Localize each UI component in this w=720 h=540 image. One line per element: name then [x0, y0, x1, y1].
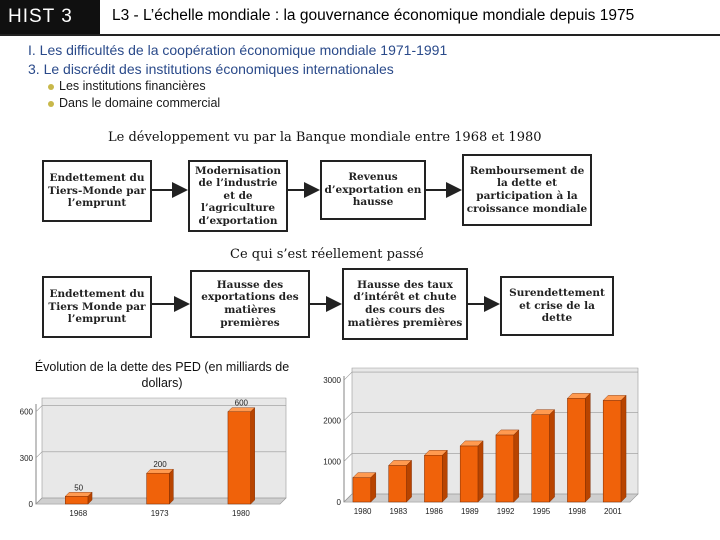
lesson-title: L3 - L’échelle mondiale : la gouvernance…: [112, 7, 635, 24]
course-badge: HIST 3: [0, 0, 100, 34]
x-tick-label: 2001: [604, 507, 622, 516]
bullet-item: Les institutions financières: [48, 79, 206, 93]
x-tick-label: 1980: [232, 509, 250, 518]
y-tick-label: 3000: [323, 376, 341, 385]
outline-section: I. Les difficultés de la coopération éco…: [28, 42, 448, 58]
bar: [459, 445, 479, 503]
bar-top: [227, 407, 256, 412]
diagram1-box-3: Revenus d’exportation en hausse: [320, 160, 426, 220]
y-tick-label: 0: [29, 500, 34, 509]
bar-side: [250, 407, 255, 505]
data-label: 200: [153, 460, 167, 469]
diagram1-title: Le développement vu par la Banque mondia…: [108, 130, 542, 145]
outline-subsection: 3. Le discrédit des institutions économi…: [28, 61, 394, 77]
bar: [65, 496, 89, 505]
data-label: 600: [235, 399, 249, 408]
chart-caption: Évolution de la dette des PED (en millia…: [34, 360, 290, 390]
diagram2-box-1: Endettement du Tiers Monde par l’emprunt: [42, 276, 152, 338]
x-tick-label: 1968: [69, 509, 87, 518]
plot-floor: [343, 493, 639, 503]
bar-top: [64, 492, 93, 497]
diagram1-box-2: Modernisation de l’industrie et de l’agr…: [188, 160, 288, 232]
y-tick-label: 300: [20, 454, 34, 463]
x-tick-label: 1973: [151, 509, 169, 518]
bar-side: [370, 472, 377, 503]
course-code: HIST 3: [8, 6, 73, 27]
bar: [352, 477, 372, 503]
gridline: [343, 371, 353, 381]
bar: [567, 398, 586, 503]
x-tick-label: 1998: [568, 507, 586, 516]
bar: [531, 414, 550, 503]
diagram2-box-3: Hausse des taux d’intérêt et chute des c…: [342, 268, 468, 340]
bullet-text: Dans le domaine commercial: [59, 96, 221, 110]
bar-top: [146, 469, 174, 474]
diagram2-title: Ce qui s’est réellement passé: [230, 247, 424, 262]
y-tick-label: 1000: [323, 457, 341, 466]
debt-chart-1968-1980: 0 300 600 1968 50 1973 200 1980 600: [20, 397, 287, 518]
bar: [495, 434, 515, 503]
gridline: [35, 451, 43, 459]
x-tick-label: 1995: [532, 507, 550, 516]
bar-side: [442, 449, 448, 503]
bar-side: [169, 468, 174, 505]
gridline: [343, 493, 353, 503]
bar-side: [549, 409, 555, 503]
diagram2-box-2: Hausse des exportations des matières pre…: [190, 270, 310, 338]
bullet-dot-icon: [48, 83, 54, 90]
data-label: 50: [74, 483, 83, 492]
diagram2-box-4: Surendettement et crise de la dette: [500, 276, 614, 336]
x-tick-label: 1992: [497, 507, 515, 516]
bar: [388, 465, 407, 503]
bullet-dot-icon: [48, 100, 54, 107]
x-tick-label: 1989: [461, 507, 479, 516]
x-tick-label: 1986: [425, 507, 443, 516]
debt-chart-1980-2001: 0 1000 2000 3000 1980 1983 1986 1989 1992 1995 199…: [323, 367, 639, 516]
bullet-text: Les institutions financières: [59, 79, 206, 93]
diagram1-box-1: Endettement du Tiers-Monde par l’emprunt: [42, 160, 152, 222]
gridline: [35, 405, 43, 412]
bullet-item: Dans le domaine commercial: [48, 96, 220, 110]
y-tick-label: 0: [337, 498, 342, 507]
bar-side: [585, 392, 591, 503]
gridline: [35, 497, 43, 505]
slide-header: HIST 3 L3 - L’échelle mondiale : la gouv…: [0, 0, 720, 34]
header-divider: [0, 34, 720, 36]
y-tick-label: 600: [20, 408, 34, 417]
bar-side: [513, 429, 520, 503]
bar-side: [406, 459, 412, 503]
x-tick-label: 1983: [389, 507, 407, 516]
gridline: [343, 453, 353, 462]
bar-side: [87, 491, 93, 505]
bar: [602, 400, 622, 503]
plot-area: [343, 367, 639, 503]
bar-side: [477, 440, 484, 503]
y-tick-label: 2000: [323, 417, 341, 426]
x-tick-label: 1980: [354, 507, 372, 516]
bar: [227, 411, 251, 505]
bar: [146, 472, 170, 505]
diagram1-box-4: Remboursement de la dette et participati…: [462, 154, 592, 226]
bar-side: [620, 394, 627, 503]
gridline: [343, 412, 353, 421]
bar: [424, 455, 443, 503]
